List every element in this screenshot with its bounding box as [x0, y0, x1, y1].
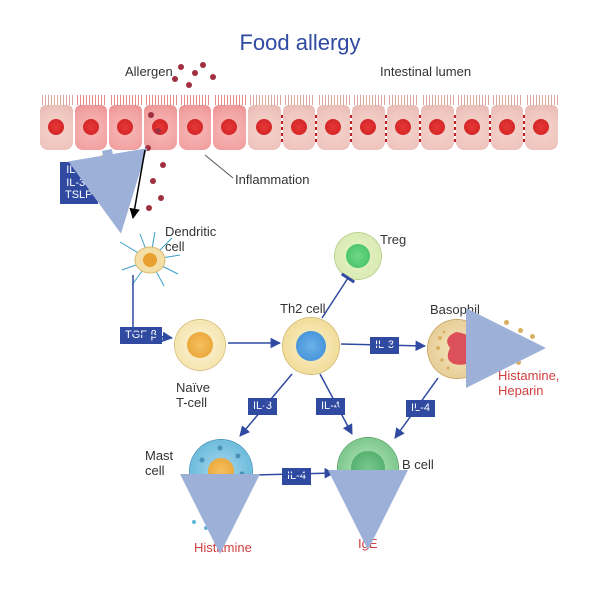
- mast-cell: [190, 440, 252, 502]
- il4c-tag: IL-4: [282, 468, 311, 485]
- histamine-heparin-label: Histamine, Heparin: [498, 368, 559, 398]
- allergen-label: Allergen: [125, 64, 173, 79]
- basophil-cell: [428, 320, 486, 378]
- bcell-label: B cell: [402, 457, 434, 472]
- il4a-tag: IL-4: [316, 398, 345, 415]
- th2-label: Th2 cell: [280, 301, 326, 316]
- th2-cell: [283, 318, 339, 374]
- page-title: Food allergy: [0, 30, 600, 56]
- il3b-tag: IL-3: [248, 398, 277, 415]
- naive-t-cell: [175, 320, 225, 370]
- mast-label: Mast cell: [145, 448, 173, 478]
- cytokines-epi-tag: IL-25 IL-33 TSLP: [60, 162, 98, 204]
- treg-cell: [335, 233, 381, 279]
- epithelium-row: [40, 90, 560, 150]
- basophil-label: Basophil: [430, 302, 480, 317]
- dendritic-cell: [115, 230, 185, 295]
- treg-label: Treg: [380, 232, 406, 247]
- il3a-tag: IL-3: [370, 337, 399, 354]
- tgfb-tag: TGF-β: [120, 327, 162, 344]
- il4b-tag: IL-4: [406, 400, 435, 417]
- intestinal-lumen-label: Intestinal lumen: [380, 64, 471, 79]
- b-cell: [338, 438, 398, 498]
- ige-label: IgE: [358, 536, 378, 551]
- naive-t-label: Naïve T-cell: [176, 380, 210, 410]
- histamine-label: Histamine: [194, 540, 252, 555]
- inflammation-label: Inflammation: [235, 172, 309, 187]
